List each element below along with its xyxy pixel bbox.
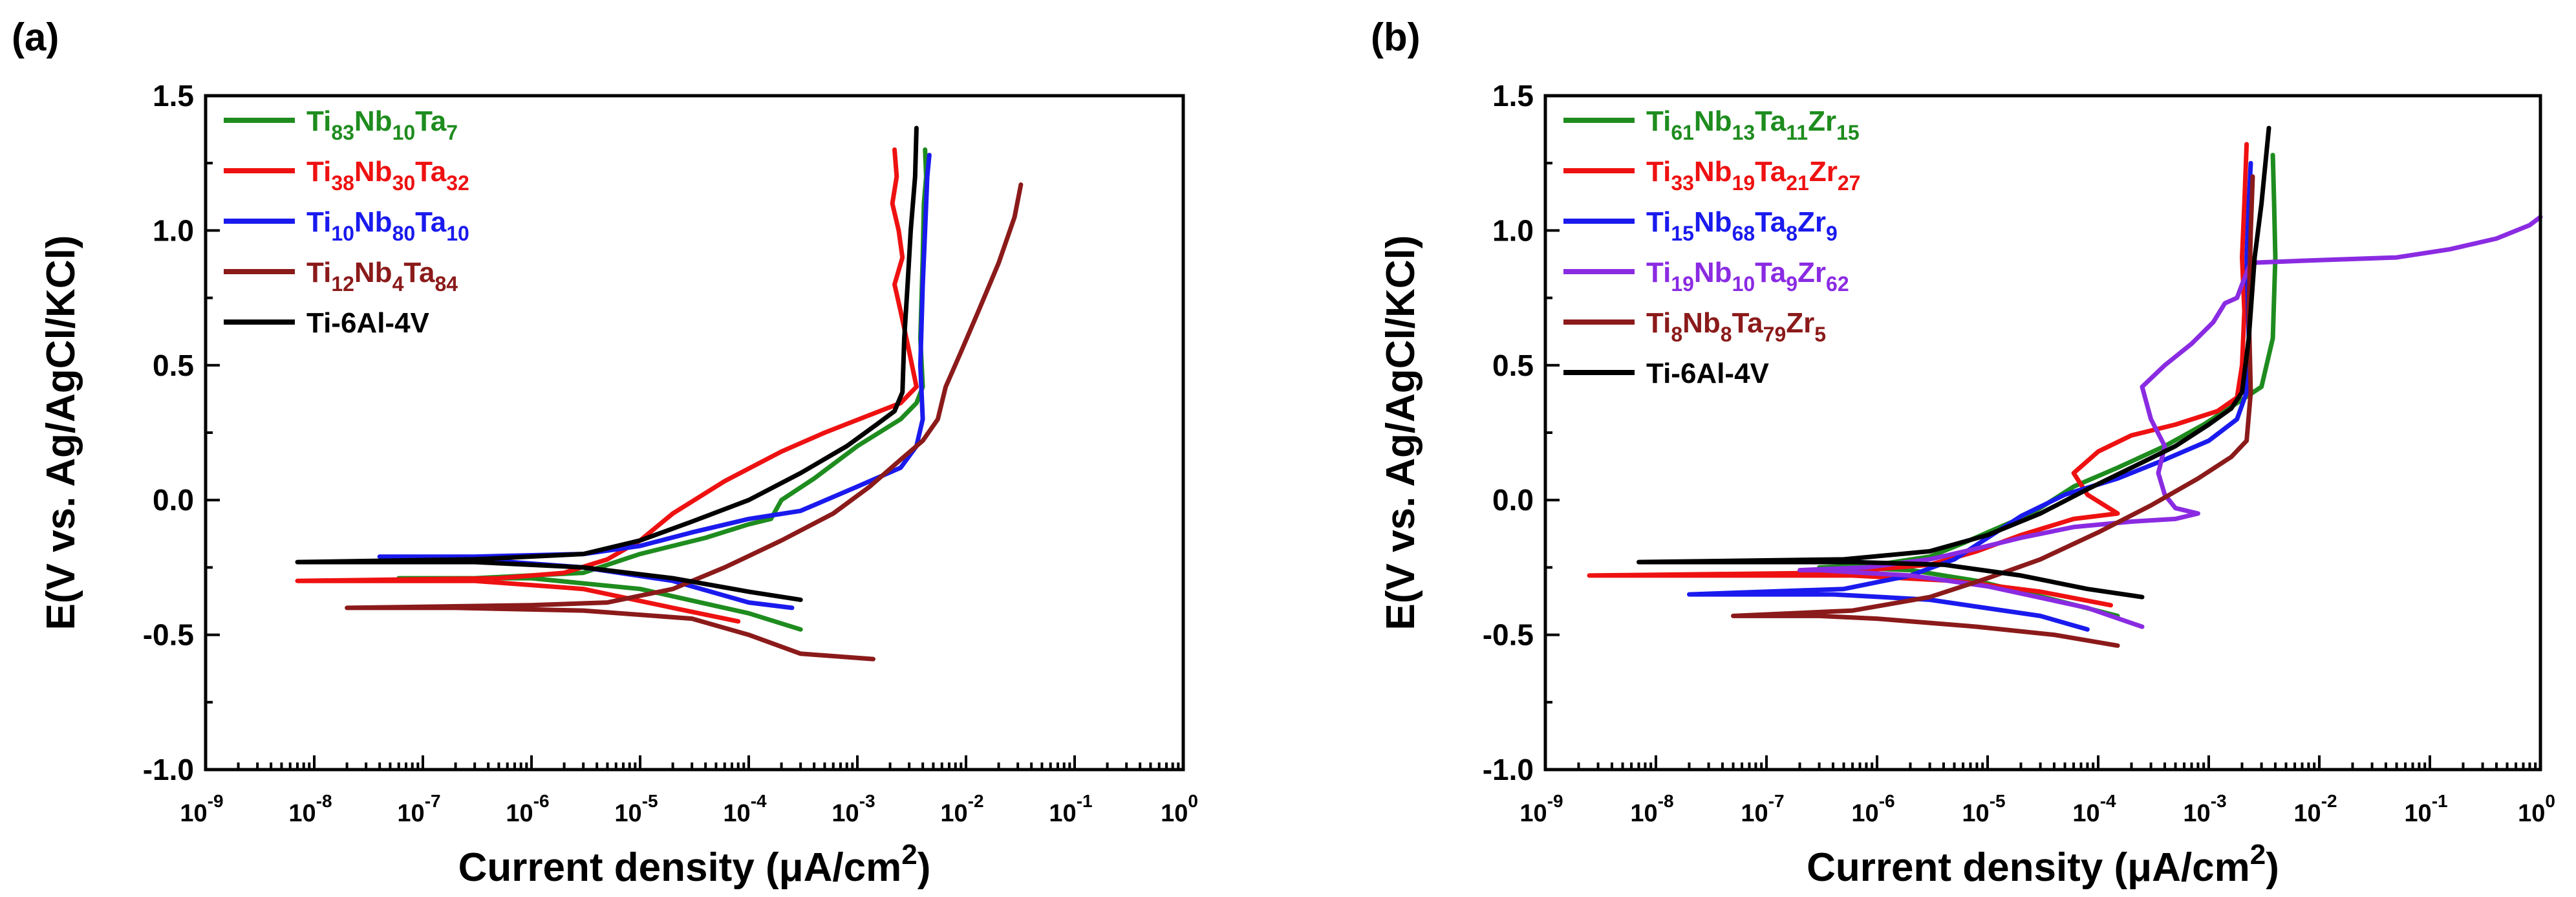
x-tick-label: 10-9 (1519, 791, 1563, 827)
x-axis-label: Current density (μA/cm2) (458, 839, 931, 890)
series-line-1 (295, 147, 919, 624)
x-tick-label: 10-3 (2183, 791, 2226, 827)
legend-entry-2: Ti15Nb68Ta8Zr9 (1646, 206, 1838, 245)
panel-a: (a) 10-9 10-8 10-7 10-6 10-5 10-4 10-3 10-2 10-1 1… (12, 16, 1198, 890)
series-line-0 (1817, 153, 2278, 618)
legend-entry-0: Ti61Nb13Ta11Zr15 (1646, 105, 1860, 144)
x-tick-label: 10-2 (940, 791, 983, 827)
x-tick-label: 10-6 (1851, 791, 1894, 827)
series-line-4 (295, 125, 919, 602)
legend: Ti83Nb10Ta7 Ti38Nb30Ta32 Ti10Nb80Ta10 Ti12N… (224, 105, 469, 339)
x-tick-label: 10-6 (506, 791, 549, 827)
legend: Ti61Nb13Ta11Zr15 Ti33Nb19Ta21Zr27 Ti15Nb68… (1563, 105, 1860, 389)
y-tick-label: 0.5 (153, 349, 194, 382)
legend-entry-4: Ti8Nb8Ta79Zr5 (1646, 307, 1826, 346)
y-tick-label: -0.5 (1483, 618, 1534, 652)
legend-entry-1: Ti38Nb30Ta32 (306, 156, 469, 195)
x-tick-label: 100 (1161, 791, 1198, 827)
x-tick-label: 10-4 (2072, 791, 2116, 827)
x-tick-label: 10-7 (397, 791, 440, 827)
y-axis-label: E(V vs. Ag/AgCl/KCl) (1379, 235, 1423, 631)
x-tick-label: 10-3 (832, 791, 875, 827)
x-tick-label: 10-2 (2293, 791, 2337, 827)
series-line-3 (345, 182, 1024, 662)
x-tick-label: 10-8 (288, 791, 332, 827)
legend-entry-1: Ti33Nb19Ta21Zr27 (1646, 156, 1860, 195)
legend-entry-3: Ti12Nb4Ta84 (306, 257, 458, 296)
y-tick-label: 1.5 (153, 79, 194, 113)
plot-frame (1543, 94, 2542, 772)
y-tick-label: 1.0 (1492, 213, 1534, 247)
y-tick-label: 1.0 (153, 213, 194, 247)
series-group (295, 125, 1024, 662)
x-axis-label: Current density (μA/cm2) (1807, 839, 2279, 890)
y-tick-label: 1.5 (1492, 79, 1534, 113)
y-tick-label: 0.5 (1492, 349, 1534, 382)
legend-entry-4: Ti-6Al-4V (306, 307, 430, 339)
x-tick-label: 10-5 (1962, 791, 2005, 827)
y-tick-label: -0.5 (143, 618, 194, 652)
y-tick-label: -1.0 (1483, 753, 1534, 786)
x-tick-label: 10-4 (723, 791, 767, 827)
x-tick-label: 10-9 (180, 791, 223, 827)
legend-entry-5: Ti-6Al-4V (1646, 358, 1770, 389)
panel-label: (a) (12, 16, 59, 59)
plot-frame (204, 94, 1185, 772)
legend-entry-0: Ti83Nb10Ta7 (306, 105, 458, 144)
x-tick-label: 10-7 (1741, 791, 1784, 827)
panel-b: (b) 10-9 10-8 10-7 10-6 10-5 10-4 10-3 10-2 10-1 1… (1371, 16, 2555, 890)
series-line-5 (1637, 125, 2271, 600)
x-tick-label: 10-8 (1630, 791, 1673, 827)
y-tick-label: 0.0 (1492, 483, 1534, 517)
y-tick-label: 0.0 (153, 483, 194, 517)
y-axis-label: E(V vs. Ag/AgCl/KCl) (39, 235, 83, 631)
x-tick-label: 100 (2518, 791, 2555, 827)
series-group (1587, 125, 2543, 648)
panel-label: (b) (1371, 16, 1421, 59)
series-line-1 (1587, 142, 2249, 608)
x-tick-label: 10-1 (2404, 791, 2447, 827)
series-line-4 (1731, 174, 2255, 648)
x-tick-label: 10-1 (1049, 791, 1092, 827)
legend-entry-2: Ti10Nb80Ta10 (306, 206, 469, 245)
y-tick-label: -1.0 (143, 753, 194, 786)
series-line-3 (1798, 215, 2543, 629)
legend-entry-3: Ti19Nb10Ta9Zr62 (1646, 257, 1849, 296)
x-tick-label: 10-5 (614, 791, 658, 827)
